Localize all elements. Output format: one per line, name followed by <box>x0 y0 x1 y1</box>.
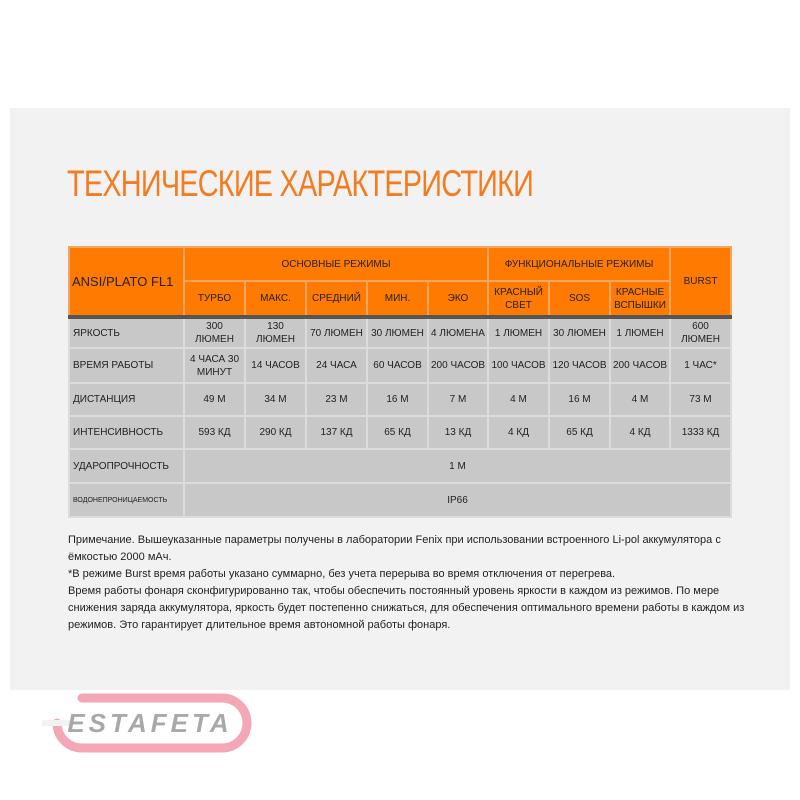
table-cell: 65 КД <box>548 415 612 450</box>
spec-table: ANSI/PLATO FL1 ОСНОВНЫЕ РЕЖИМЫ ФУНКЦИОНА… <box>68 246 733 518</box>
table-cell: 23 М <box>305 382 368 417</box>
group-burst: BURST <box>669 246 733 318</box>
table-cell: 16 М <box>366 382 429 417</box>
table-cell: 24 ЧАСА <box>305 347 368 384</box>
table-cell: 120 ЧАСОВ <box>548 347 612 384</box>
table-cell: 7 М <box>426 382 490 417</box>
table-cell: 30 ЛЮМЕН <box>366 315 429 349</box>
mode-header: SOS <box>548 280 612 318</box>
row-label: ДИСТАНЦИЯ <box>68 382 185 417</box>
row-label: ИНТЕНСИВНОСТЬ <box>68 415 185 450</box>
mode-header: МАКС. <box>244 280 307 318</box>
table-cell: 200 ЧАСОВ <box>609 347 672 384</box>
table-cell: 1333 КД <box>669 415 733 450</box>
table-cell: 4 КД <box>609 415 672 450</box>
table-cell: 4 КД <box>487 415 551 450</box>
table-cell: 4 ЧАСА 30 МИНУТ <box>183 347 246 384</box>
group-functional-modes: ФУНКЦИОНАЛЬНЫЕ РЕЖИМЫ <box>487 246 672 282</box>
table-corner: ANSI/PLATO FL1 <box>68 246 185 318</box>
table-cell: 4 М <box>487 382 551 417</box>
table-cell: 49 М <box>183 382 246 417</box>
table-cell: 14 ЧАСОВ <box>244 347 307 384</box>
mode-header: СРЕДНИЙ <box>305 280 368 318</box>
table-cell: 65 КД <box>366 415 429 450</box>
table-cell: 4 ЛЮМЕНА <box>426 315 490 349</box>
table-cell: 100 ЧАСОВ <box>487 347 551 384</box>
table-row: ЯРКОСТЬ 300 ЛЮМЕН 130 ЛЮМЕН 70 ЛЮМЕН 30 ЛЮМЕ… <box>68 315 733 349</box>
note-text: Примечание. Вышеуказанные параметры полу… <box>68 534 721 563</box>
group-main-modes: ОСНОВНЫЕ РЕЖИМЫ <box>182 246 490 282</box>
estafeta-logo: ESTAFETA <box>42 693 252 753</box>
table-cell: 593 КД <box>183 415 246 450</box>
mode-header: КРАСНЫЕ ВСПЫШКИ <box>609 280 672 318</box>
table-row: ИНТЕНСИВНОСТЬ 593 КД 290 КД 137 КД 65 КД 13 К… <box>68 415 733 450</box>
mode-header: КРАСНЫЙ СВЕТ <box>487 280 551 318</box>
table-cell: 1 ЛЮМЕН <box>487 315 551 349</box>
row-label: ЯРКОСТЬ <box>68 315 185 349</box>
table-cell: 73 М <box>669 382 733 417</box>
note-text: *В режиме Burst время работы указано сум… <box>68 568 616 580</box>
table-cell: 300 ЛЮМЕН <box>183 315 246 349</box>
mode-header: МИН. <box>366 280 429 318</box>
mode-header: ТУРБО <box>183 280 246 318</box>
table-cell: 1 ЛЮМЕН <box>609 315 672 349</box>
row-label: ВРЕМЯ РАБОТЫ <box>68 347 185 384</box>
table-cell: 200 ЧАСОВ <box>426 347 490 384</box>
impact-value: 1 М <box>182 448 733 484</box>
notes: Примечание. Вышеуказанные параметры полу… <box>68 532 748 634</box>
table-cell: 16 М <box>548 382 612 417</box>
page-title: ТЕХНИЧЕСКИЕ ХАРАКТЕРИСТИКИ <box>67 163 534 204</box>
table-cell: 137 КД <box>305 415 368 450</box>
row-label: ВОДОНЕПРОНИЦАЕМОСТЬ <box>68 482 185 518</box>
table-cell: 290 КД <box>244 415 307 450</box>
table-cell: 4 М <box>609 382 672 417</box>
table-cell: 13 КД <box>426 415 490 450</box>
table-row: ВРЕМЯ РАБОТЫ 4 ЧАСА 30 МИНУТ 14 ЧАСОВ 24 ЧА… <box>68 347 733 384</box>
water-value: IP66 <box>182 482 733 518</box>
svg-text:ESTAFETA: ESTAFETA <box>67 708 232 738</box>
note-text: Время работы фонаря сконфигурированно та… <box>68 585 745 631</box>
table-cell: 130 ЛЮМЕН <box>244 315 307 349</box>
table-cell: 34 М <box>244 382 307 417</box>
table-cell: 600 ЛЮМЕН <box>669 315 733 349</box>
table-cell: 70 ЛЮМЕН <box>305 315 368 349</box>
table-cell: 60 ЧАСОВ <box>366 347 429 384</box>
table-cell: 1 ЧАС* <box>669 347 733 384</box>
table-cell: 30 ЛЮМЕН <box>548 315 612 349</box>
row-label: УДАРОПРОЧНОСТЬ <box>68 448 185 484</box>
mode-header: ЭКО <box>426 280 490 318</box>
